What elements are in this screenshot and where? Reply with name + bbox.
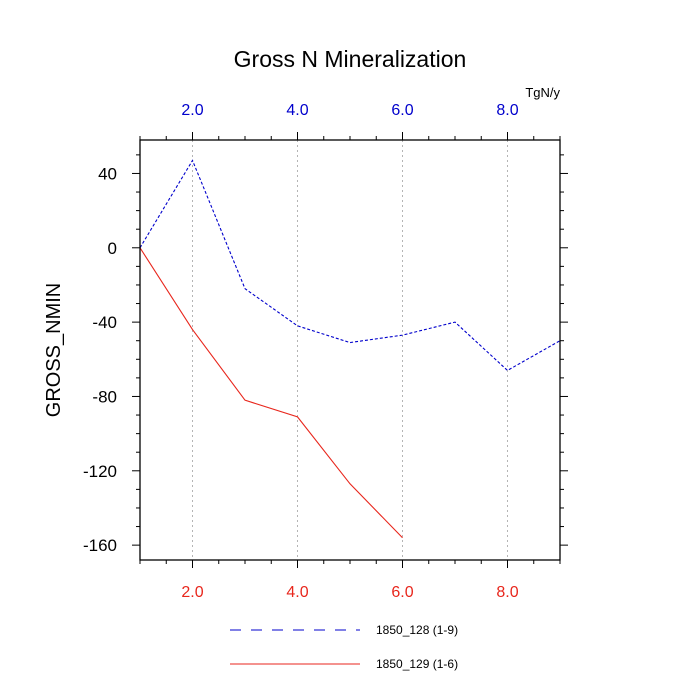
y-tick-label: -120	[83, 462, 117, 481]
y-tick-label: 40	[98, 164, 117, 183]
series-layer	[140, 159, 560, 539]
series-line-2	[140, 247, 403, 539]
x-tick-label-top: 4.0	[286, 102, 308, 119]
legend-label-2: 1850_129 (1-6)	[376, 657, 458, 671]
x-tick-label-bottom: 8.0	[496, 584, 518, 601]
x-tick-label-bottom: 4.0	[286, 584, 308, 601]
y-tick-label: 0	[108, 239, 117, 258]
y-tick-label: -40	[92, 313, 117, 332]
y-tick-label: -80	[92, 387, 117, 406]
units-label: TgN/y	[525, 85, 560, 100]
x-tick-label-top: 8.0	[496, 102, 518, 119]
chart-title: Gross N Mineralization	[234, 46, 467, 72]
y-axis-label: GROSS_NMIN	[43, 283, 65, 417]
x-tick-label-bottom: 6.0	[391, 584, 413, 601]
ticks: 2.0 2.0 4.0 4.0 6.0 6.0 8.0 8.0 40 0 -40 -80 -120 -16…	[83, 102, 568, 601]
x-tick-label-bottom: 2.0	[181, 584, 203, 601]
x-tick-label-top: 6.0	[391, 102, 413, 119]
legend-label-1: 1850_128 (1-9)	[376, 623, 458, 637]
x-tick-label-top: 2.0	[181, 102, 203, 119]
legend: 1850_128 (1-9) 1850_129 (1-6)	[230, 623, 458, 671]
grid	[192, 140, 508, 560]
y-tick-label: -160	[83, 536, 117, 555]
plot-frame	[139, 139, 561, 561]
series-line-1	[140, 159, 560, 372]
